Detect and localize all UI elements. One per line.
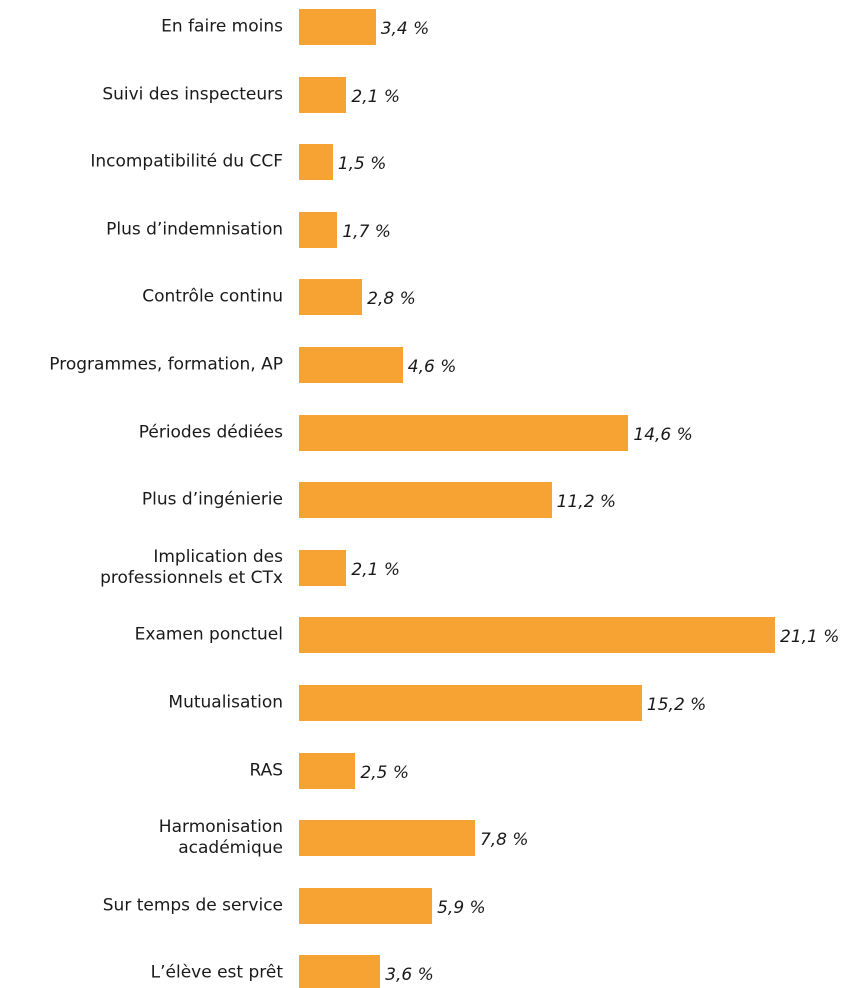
value-label: 2,1 % bbox=[351, 86, 400, 107]
bar bbox=[299, 752, 356, 789]
value-label: 3,6 % bbox=[385, 965, 434, 986]
value-label: 2,5 % bbox=[360, 762, 409, 783]
category-label: Plus d’ingénierie bbox=[141, 489, 283, 510]
value-label: 4,6 % bbox=[407, 357, 457, 377]
category-label: Harmonisation académique bbox=[158, 817, 283, 859]
category-label: Mutualisation bbox=[168, 692, 283, 713]
bar bbox=[299, 144, 333, 181]
category-label: En faire moins bbox=[161, 16, 283, 37]
bar bbox=[299, 685, 642, 721]
category-label: Implication des professionnels et CTx bbox=[100, 546, 283, 588]
value-label: 15,2 % bbox=[646, 695, 707, 715]
bar bbox=[299, 887, 433, 924]
category-label: Incompatibilité du CCF bbox=[90, 151, 283, 172]
bar bbox=[299, 955, 381, 988]
bar bbox=[299, 76, 347, 113]
value-label: 14,6 % bbox=[633, 424, 693, 445]
category-label: Examen ponctuel bbox=[134, 624, 283, 645]
bar bbox=[299, 347, 403, 383]
bar bbox=[299, 279, 363, 316]
value-label: 11,2 % bbox=[556, 492, 617, 513]
bar bbox=[299, 549, 347, 586]
category-label: Contrôle continu bbox=[142, 286, 283, 307]
category-label: Programmes, formation, AP bbox=[49, 354, 283, 375]
bar bbox=[299, 414, 629, 451]
category-label: Sur temps de service bbox=[102, 895, 283, 916]
bar bbox=[299, 9, 376, 45]
value-label: 7,8 % bbox=[479, 830, 529, 851]
category-label: L’élève est prêt bbox=[150, 962, 283, 983]
value-label: 1,5 % bbox=[337, 154, 387, 175]
bar bbox=[299, 820, 475, 857]
category-label: Suivi des inspecteurs bbox=[102, 84, 283, 105]
value-label: 3,4 % bbox=[380, 19, 430, 39]
bar bbox=[299, 211, 338, 248]
value-label: 2,8 % bbox=[367, 289, 416, 310]
bar bbox=[299, 482, 552, 519]
category-label: Périodes dédiées bbox=[138, 422, 283, 443]
category-label: Plus d’indemnisation bbox=[106, 219, 283, 240]
value-label: 2,1 % bbox=[351, 559, 400, 580]
value-label: 1,7 % bbox=[342, 221, 391, 242]
category-label: RAS bbox=[249, 760, 283, 781]
value-label: 5,9 % bbox=[437, 897, 486, 918]
value-label: 21,1 % bbox=[780, 627, 840, 648]
bar bbox=[299, 617, 776, 654]
